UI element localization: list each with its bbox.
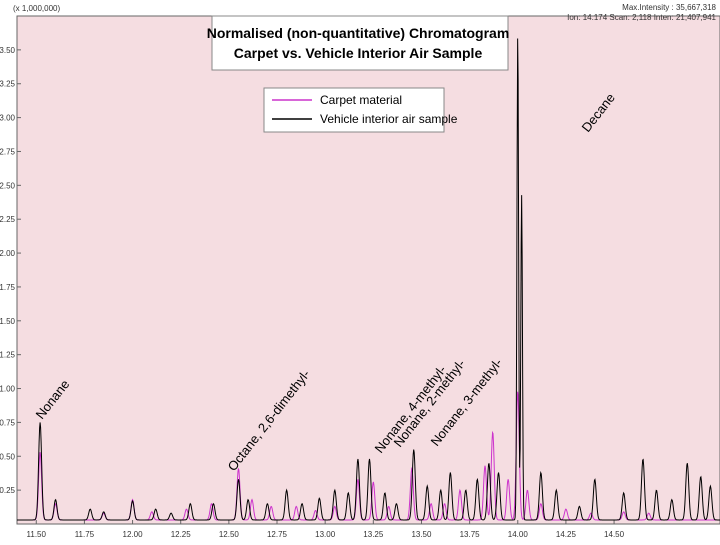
y-tick-label: 2.75	[0, 147, 16, 156]
y-tick-label: 1.25	[0, 351, 16, 360]
y-tick-label: 1.50	[0, 317, 16, 326]
y-axis: 0.25 0.50 0.75 1.00 1.25 1.50 1.75 2.00 2.25 2.50…	[0, 46, 21, 495]
y-tick-label: 2.50	[0, 181, 16, 190]
y-tick-label: 1.00	[0, 385, 16, 394]
legend-label-carpet: Carpet material	[320, 93, 402, 107]
x-tick-label: 12.00	[123, 530, 144, 539]
x-tick-label: 14.25	[556, 530, 577, 539]
y-tick-label: 0.75	[0, 418, 16, 427]
vehicle-series-line	[17, 38, 720, 521]
chart-title: Normalised (non-quantitative) Chromatogr…	[207, 25, 510, 41]
y-tick-label: 2.00	[0, 249, 16, 258]
x-tick-label: 13.00	[315, 530, 336, 539]
y-tick-label: 0.50	[0, 452, 16, 461]
x-tick-label: 13.75	[460, 530, 481, 539]
y-tick-label: 2.25	[0, 215, 16, 224]
y-tick-label: 0.25	[0, 486, 16, 495]
series-layer	[17, 38, 720, 521]
x-tick-label: 12.50	[219, 530, 240, 539]
x-tick-label: 11.75	[75, 530, 95, 539]
scan-info-label: Ion: 14.174 Scan: 2,118 Inten: 21,407,94…	[567, 13, 716, 22]
x-axis: 11.50 11.75 12.00 12.25 12.50 12.75 13.00 13.25…	[27, 520, 625, 539]
x-tick-label: 12.75	[267, 530, 288, 539]
x-tick-label: 11.50	[27, 530, 47, 539]
title-box	[211, 15, 509, 71]
y-tick-label: 3.50	[0, 46, 16, 55]
x-tick-label: 12.25	[171, 530, 192, 539]
y-tick-label: 3.00	[0, 114, 16, 123]
legend-label-vehicle: Vehicle interior air sample	[320, 112, 458, 126]
y-tick-label: 1.75	[0, 283, 16, 292]
x-tick-label: 14.00	[508, 530, 529, 539]
y-tick-label: 3.25	[0, 80, 16, 89]
x-tick-label: 13.50	[411, 530, 432, 539]
max-intensity-label: Max.Intensity : 35,667,318	[622, 3, 716, 12]
x-tick-label: 14.50	[604, 530, 625, 539]
legend-box	[263, 87, 445, 133]
chart-subtitle: Carpet vs. Vehicle Interior Air Sample	[234, 45, 483, 61]
legend: Carpet material Vehicle interior air sam…	[263, 87, 458, 133]
x-tick-label: 13.25	[363, 530, 384, 539]
scale-label: (x 1,000,000)	[13, 4, 60, 13]
